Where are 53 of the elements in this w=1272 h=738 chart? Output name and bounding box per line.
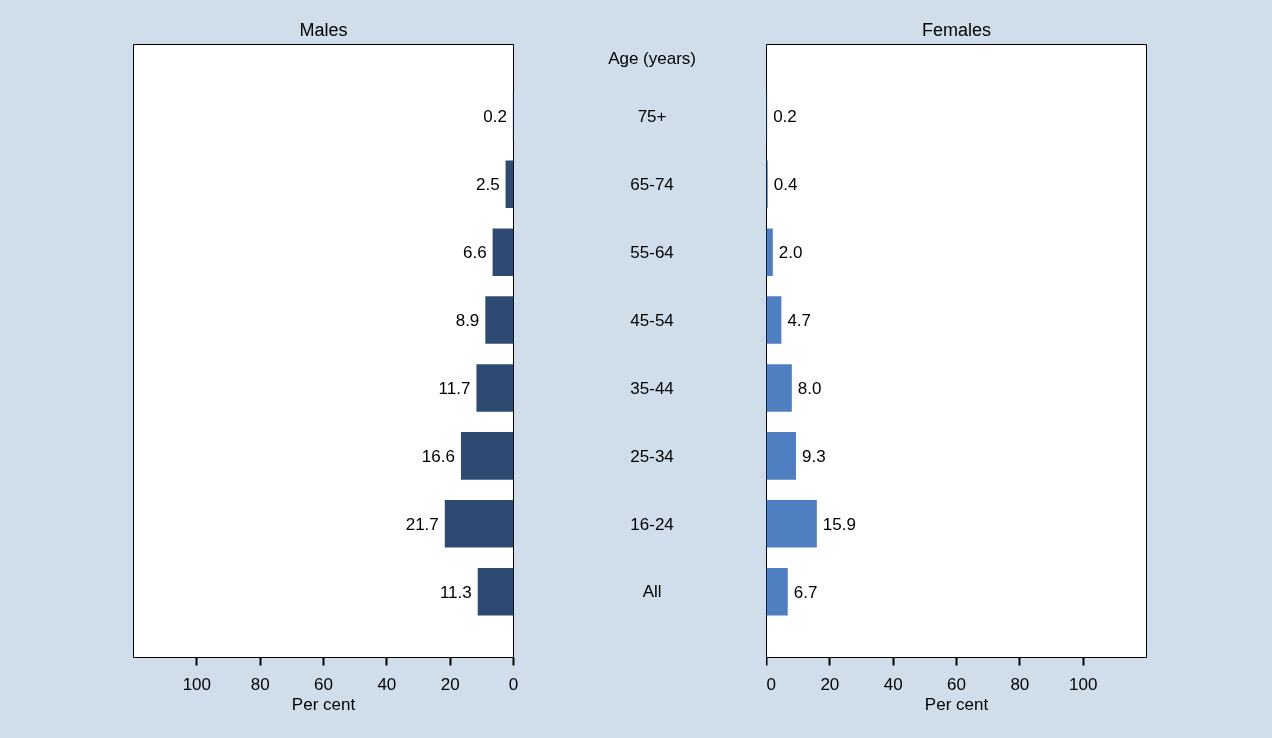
bar [766, 500, 817, 548]
bar [766, 228, 773, 276]
bar [766, 432, 796, 480]
x-tick-label: 80 [1010, 674, 1030, 694]
data-label: 0.4 [773, 175, 798, 195]
y-tick-label: 45-54 [630, 311, 674, 331]
y-tick-label: 75+ [637, 107, 667, 127]
chart-title: Males [299, 19, 348, 40]
data-label: 11.7 [438, 379, 471, 398]
data-label: 6.6 [462, 243, 487, 263]
data-label: 2.5 [475, 175, 500, 195]
data-label: 4.7 [787, 311, 812, 331]
x-tick-label: 80 [250, 674, 270, 694]
bar [485, 296, 514, 344]
y-axis-title: Age (years) [608, 48, 697, 68]
bar [444, 500, 514, 548]
x-axis-title: Per cent [924, 694, 989, 714]
data-label: 15.9 [822, 514, 856, 534]
y-tick-label: 65-74 [630, 175, 674, 195]
bar [766, 567, 788, 616]
bar [766, 296, 782, 344]
x-tick-label: 20 [820, 674, 840, 694]
x-tick-label: 100 [1068, 674, 1098, 694]
bar [766, 364, 792, 412]
x-tick-label: 0 [766, 674, 776, 694]
chart-title: Females [921, 19, 992, 40]
x-tick-label: 40 [377, 674, 397, 694]
x-tick-label: 60 [947, 674, 966, 694]
bar [476, 364, 514, 412]
x-tick-label: 40 [883, 674, 903, 694]
data-label: 11.3 [439, 582, 472, 602]
y-tick-label: All [642, 582, 662, 602]
data-label: 6.7 [793, 582, 818, 602]
x-tick-label: 0 [508, 674, 519, 694]
y-tick-label: 16-24 [630, 514, 674, 534]
x-tick-label: 20 [440, 674, 460, 694]
data-label: 2.0 [778, 243, 803, 263]
x-axis-title: Per cent [291, 694, 356, 714]
data-label: 21.7 [405, 514, 439, 534]
bar [477, 567, 514, 616]
y-tick-label: 25-34 [630, 446, 674, 466]
y-tick-label: 55-64 [630, 243, 674, 263]
bar [492, 228, 514, 276]
y-tick-label: 35-44 [630, 379, 674, 398]
data-label: 8.9 [455, 311, 480, 331]
data-label: 0.2 [483, 107, 507, 127]
data-label: 8.0 [797, 379, 822, 398]
data-label: 16.6 [421, 446, 455, 466]
bar [460, 432, 514, 480]
data-label: 0.2 [773, 107, 797, 127]
x-tick-label: 60 [314, 674, 333, 694]
x-tick-label: 100 [182, 674, 212, 694]
data-label: 9.3 [801, 446, 826, 466]
